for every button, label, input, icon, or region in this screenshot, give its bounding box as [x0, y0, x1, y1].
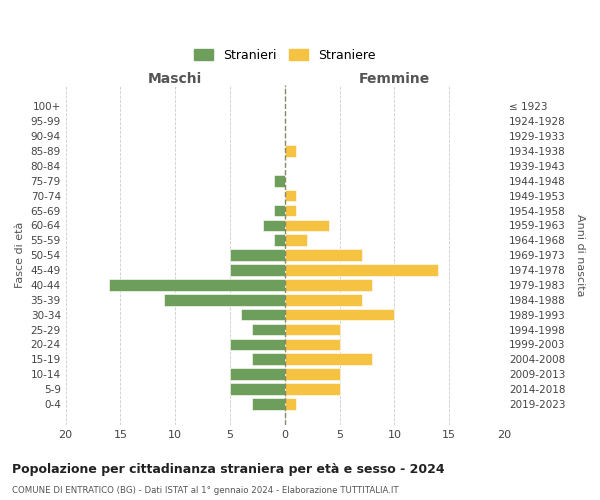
Bar: [285, 190, 296, 202]
Bar: [274, 234, 285, 246]
Bar: [285, 145, 296, 157]
Bar: [241, 309, 285, 320]
Text: Popolazione per cittadinanza straniera per età e sesso - 2024: Popolazione per cittadinanza straniera p…: [12, 462, 445, 475]
Bar: [285, 368, 340, 380]
Y-axis label: Fasce di età: Fasce di età: [15, 222, 25, 288]
Bar: [252, 324, 285, 336]
Text: COMUNE DI ENTRATICO (BG) - Dati ISTAT al 1° gennaio 2024 - Elaborazione TUTTITAL: COMUNE DI ENTRATICO (BG) - Dati ISTAT al…: [12, 486, 398, 495]
Bar: [285, 354, 373, 365]
Text: Maschi: Maschi: [148, 72, 202, 86]
Bar: [230, 250, 285, 261]
Bar: [230, 264, 285, 276]
Bar: [252, 354, 285, 365]
Legend: Stranieri, Straniere: Stranieri, Straniere: [190, 44, 380, 67]
Bar: [285, 383, 340, 395]
Bar: [285, 250, 362, 261]
Bar: [263, 220, 285, 231]
Bar: [285, 279, 373, 290]
Y-axis label: Anni di nascita: Anni di nascita: [575, 214, 585, 296]
Bar: [230, 383, 285, 395]
Bar: [109, 279, 285, 290]
Text: Femmine: Femmine: [359, 72, 430, 86]
Bar: [285, 398, 296, 409]
Bar: [274, 204, 285, 216]
Bar: [285, 294, 362, 306]
Bar: [285, 220, 329, 231]
Bar: [285, 264, 438, 276]
Bar: [230, 338, 285, 350]
Bar: [285, 324, 340, 336]
Bar: [285, 204, 296, 216]
Bar: [164, 294, 285, 306]
Bar: [285, 309, 394, 320]
Bar: [285, 338, 340, 350]
Bar: [285, 234, 307, 246]
Bar: [230, 368, 285, 380]
Bar: [274, 175, 285, 186]
Bar: [252, 398, 285, 409]
